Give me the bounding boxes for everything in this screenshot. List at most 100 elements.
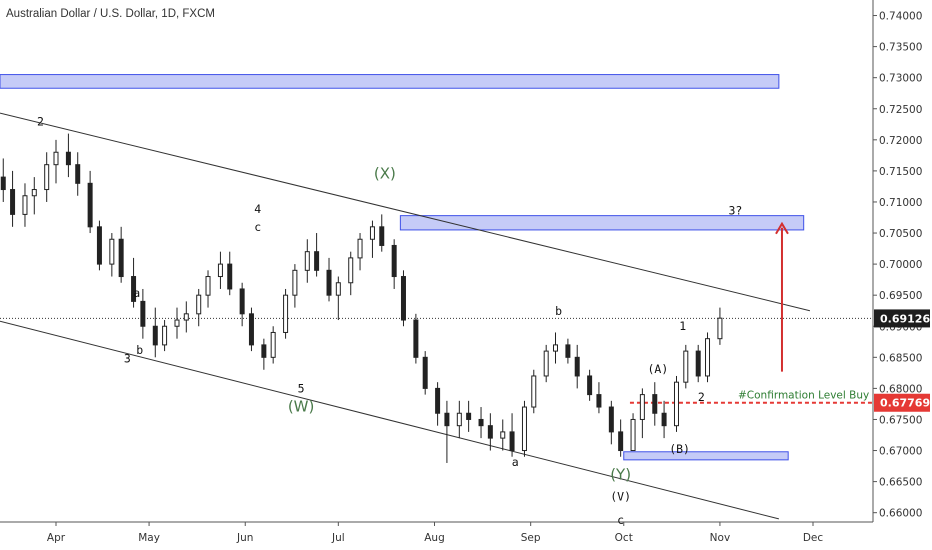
y-tick-label: 0.74000	[879, 11, 922, 23]
candle-body	[22, 195, 28, 215]
candle-body	[695, 350, 701, 377]
y-tick-label: 0.67000	[879, 446, 922, 458]
upper-channel	[0, 112, 811, 312]
current-price-marker-text: 0.69126	[880, 312, 930, 325]
candle-body	[413, 319, 419, 358]
current-price-marker	[874, 309, 930, 328]
candle-body	[552, 344, 558, 352]
candle-body	[587, 375, 593, 396]
y-tick-label: 0.73500	[879, 42, 922, 54]
candle-body	[456, 412, 462, 427]
candle-body	[618, 431, 624, 452]
candle-body	[357, 238, 363, 259]
chart-title: Australian Dollar / U.S. Dollar, 1D, FXC…	[6, 8, 215, 20]
candle-body	[531, 375, 537, 408]
candle-body	[87, 182, 93, 228]
y-tick-label: 0.71000	[879, 197, 922, 209]
candle-body	[466, 412, 472, 420]
candle-body	[44, 164, 50, 191]
candle-body	[162, 325, 168, 346]
x-tick-label: Dec	[803, 532, 824, 544]
candle-body	[478, 418, 484, 427]
wave-label: 2	[698, 390, 705, 404]
candle-body	[205, 276, 211, 296]
support-zone	[623, 451, 789, 461]
candle-body	[521, 406, 527, 452]
y-tick-label: 0.73000	[879, 73, 922, 85]
candle-body	[0, 176, 6, 191]
candle-body	[304, 251, 310, 271]
x-tick-label: Jun	[236, 532, 253, 544]
confirmation-price-marker-text: 0.67769	[880, 397, 930, 410]
candle-body	[369, 226, 375, 240]
candle-body	[174, 319, 180, 327]
x-tick-label: May	[138, 532, 160, 544]
candle-body	[140, 300, 146, 327]
candle-body	[379, 226, 385, 246]
candle-body	[96, 226, 102, 265]
candle-body	[326, 269, 332, 296]
y-tick-label: 0.66500	[879, 477, 922, 489]
candle-body	[705, 338, 711, 377]
wave-label: 5	[298, 382, 305, 396]
candle-body	[500, 431, 506, 439]
x-tick-label: Apr	[47, 532, 66, 544]
candle-body	[248, 313, 254, 346]
candle-body	[509, 431, 515, 452]
x-tick-label: Sep	[521, 532, 541, 544]
upper-resistance-zone	[399, 215, 805, 231]
lower-channel	[0, 320, 779, 520]
candle-body	[487, 425, 493, 439]
confirmation-label: #Confirmation Level Buy	[738, 390, 869, 402]
confirmation-price-marker	[874, 393, 930, 412]
candle-body	[630, 418, 636, 452]
candle-body	[270, 331, 276, 358]
wave-label: 3	[124, 351, 131, 365]
wave-label: (A)	[647, 362, 668, 376]
candle-body	[10, 189, 16, 215]
candle-body	[118, 238, 124, 278]
candle-body	[574, 356, 580, 377]
candle-body	[683, 350, 689, 383]
y-tick-label: 0.68500	[879, 352, 922, 364]
y-tick-label: 0.70000	[879, 259, 922, 271]
wave-label: 2	[37, 115, 44, 129]
candle-body	[565, 344, 571, 358]
candle-body	[314, 251, 320, 271]
wave-label: (W)	[288, 397, 315, 415]
candle-body	[292, 269, 298, 296]
wave-label: a	[512, 455, 519, 469]
candle-body	[65, 151, 71, 166]
wave-label: 3?	[729, 203, 743, 217]
wave-label: (V)	[610, 489, 631, 503]
candle-body	[196, 294, 202, 315]
x-tick-label: Jul	[331, 532, 345, 544]
y-tick-label: 0.72500	[879, 104, 922, 116]
candle-body	[239, 288, 245, 315]
candle-body	[422, 356, 428, 389]
wave-label: (Y)	[610, 466, 631, 484]
candle-body	[348, 257, 354, 284]
candle-body	[400, 276, 406, 321]
candle-body	[596, 394, 602, 408]
wave-label: b	[136, 343, 143, 357]
candle-body	[661, 412, 667, 427]
y-tick-label: 0.68000	[879, 383, 922, 395]
candle-body	[31, 189, 37, 197]
candle-body	[227, 263, 233, 290]
candle-body	[261, 344, 267, 358]
candle-body	[131, 276, 137, 302]
y-tick-label: 0.67500	[879, 414, 922, 426]
y-tick-label: 0.69500	[879, 290, 922, 302]
wave-label: c	[617, 513, 624, 527]
y-tick-label: 0.66000	[879, 508, 922, 520]
y-tick-label: 0.70500	[879, 228, 922, 240]
x-tick-label: Oct	[615, 532, 633, 544]
candle-body	[283, 294, 289, 333]
candle-body	[444, 412, 450, 427]
candle-body	[639, 394, 645, 420]
target-arrow-head	[775, 221, 789, 235]
y-tick-label: 0.72000	[879, 135, 922, 147]
candles-group	[0, 133, 723, 463]
